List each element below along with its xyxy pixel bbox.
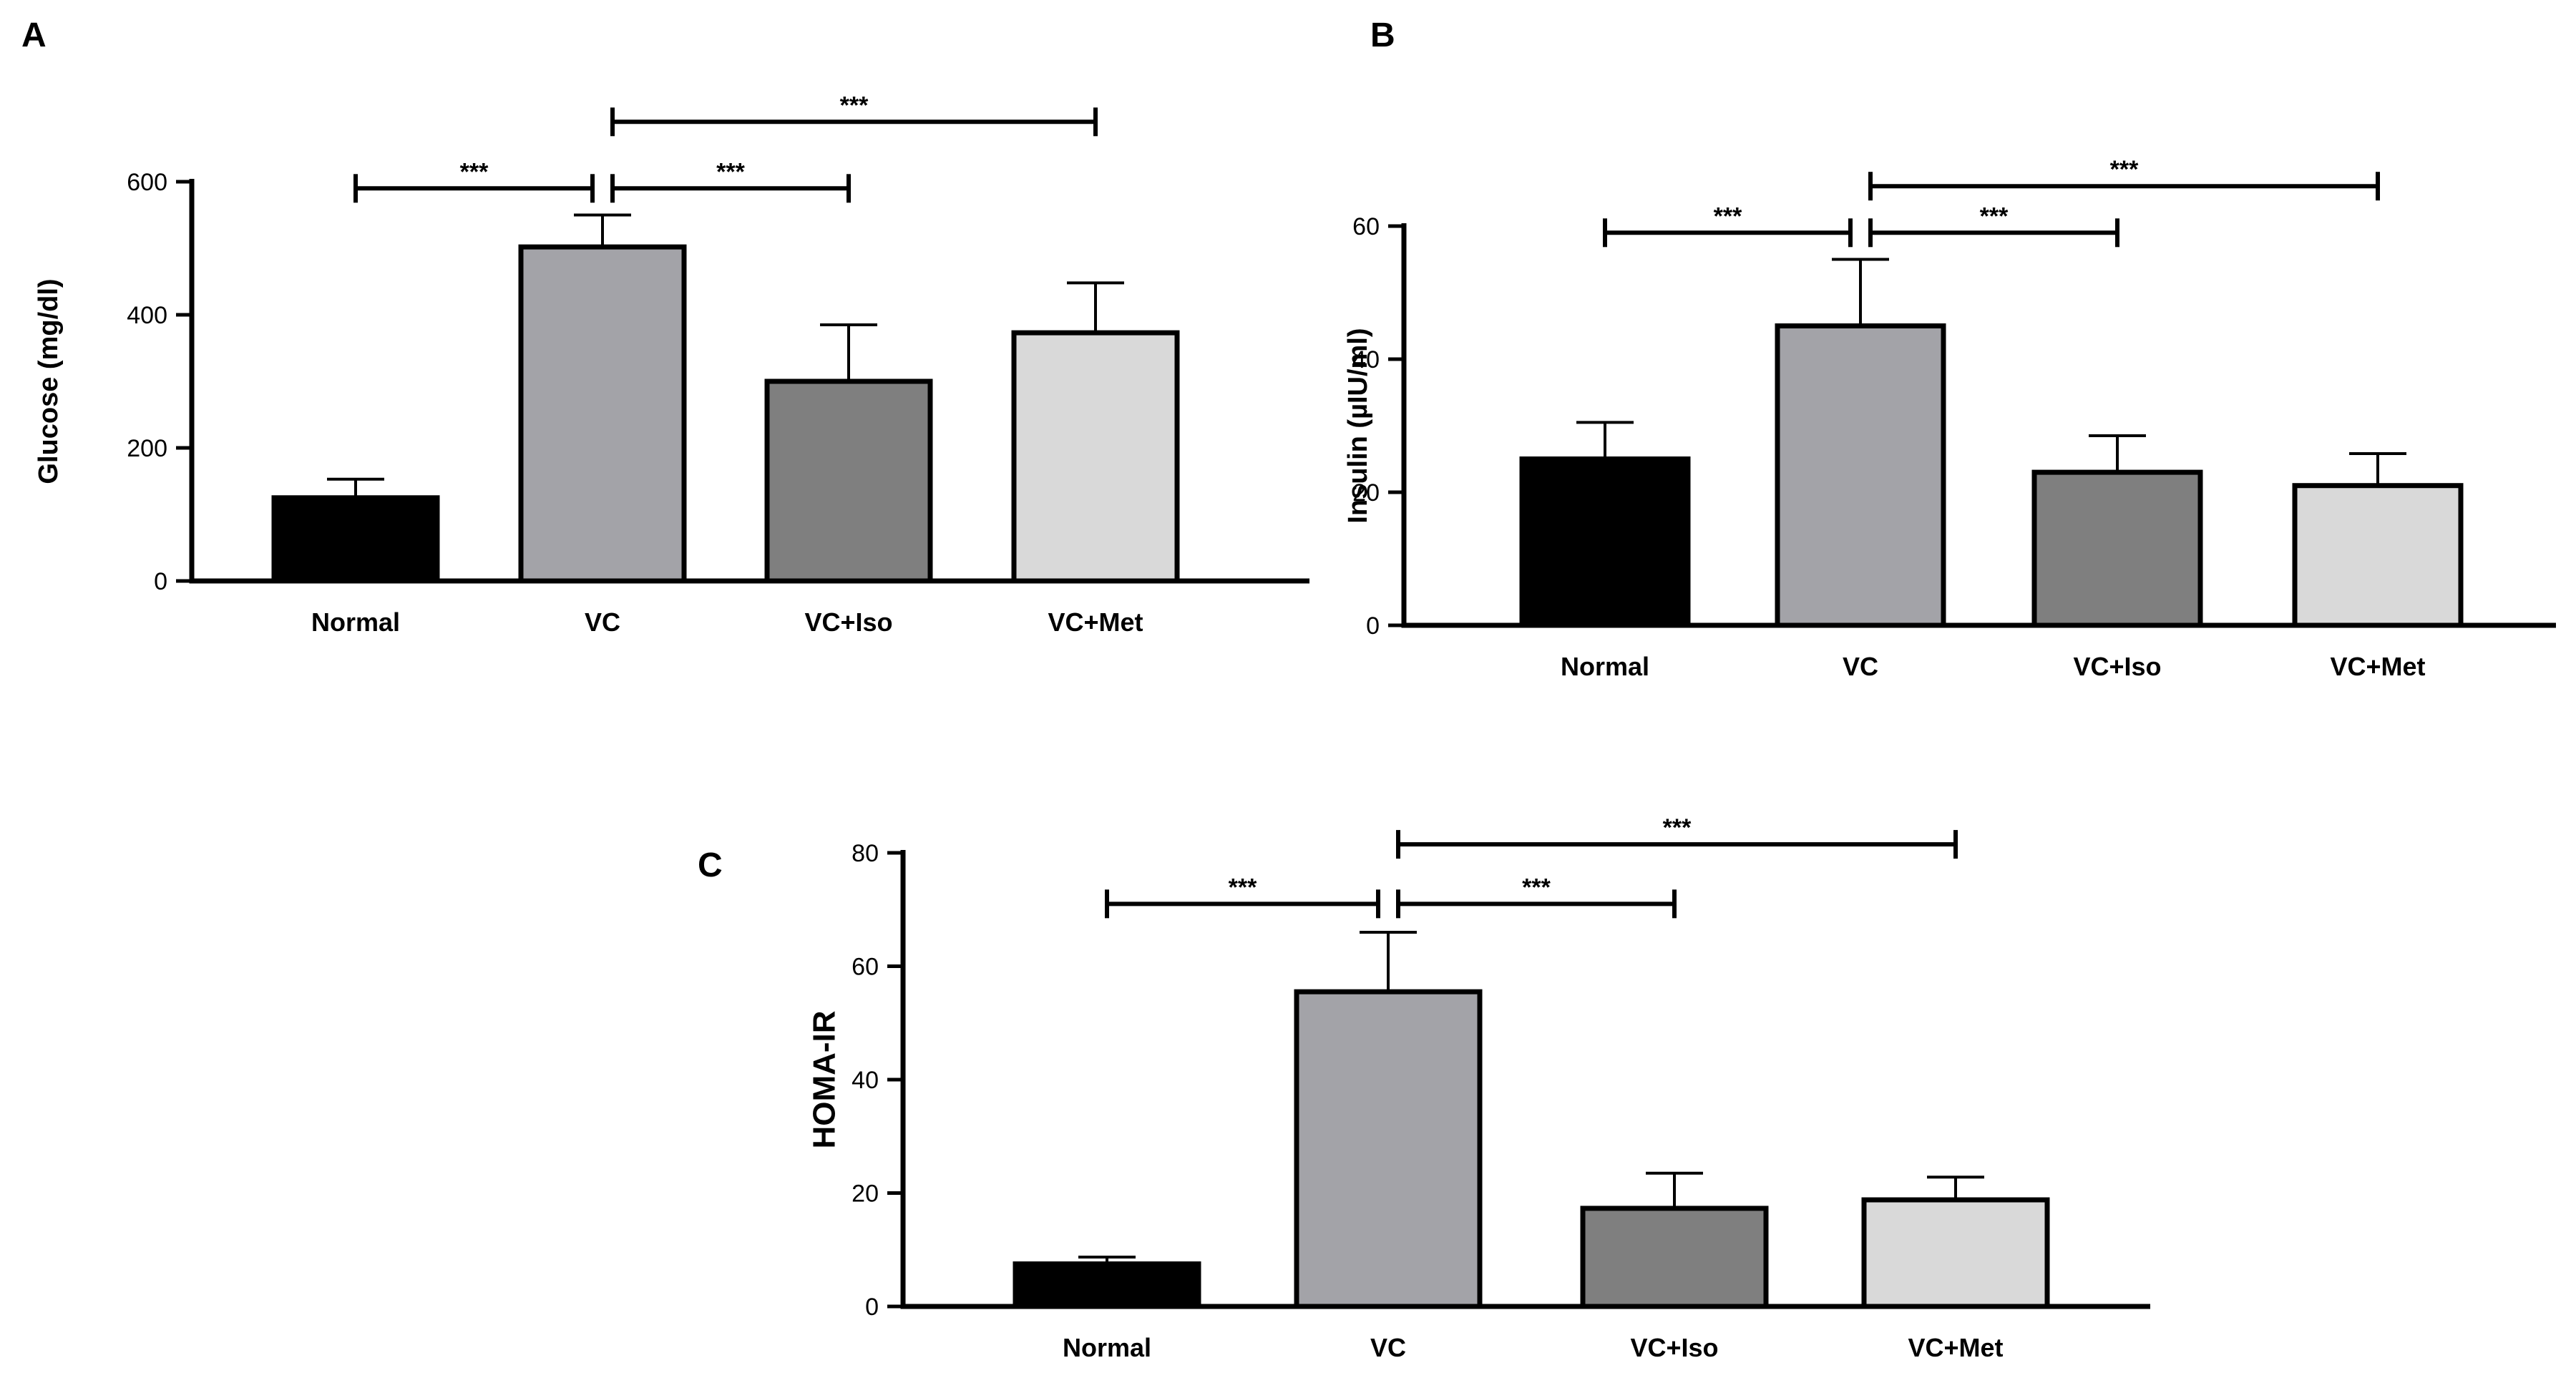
y-tick-label: 80 xyxy=(852,840,879,867)
panel-letter: C xyxy=(698,846,723,884)
panel-letter: A xyxy=(21,16,47,54)
y-tick-label: 600 xyxy=(127,169,167,196)
significance-bracket: *** xyxy=(1868,156,2380,201)
bar-normal xyxy=(1519,456,1691,628)
y-tick-label: 200 xyxy=(127,435,167,462)
x-tick-label: VC+Met xyxy=(1048,607,1143,637)
chart-panel-b: B 0 20 40 60 Normal VC VC+Iso VC+Met Insulin (µIU… xyxy=(1343,16,2556,681)
significance-bracket: *** xyxy=(1868,202,2119,248)
x-tick-label: VC xyxy=(1370,1333,1406,1362)
significance-bracket: *** xyxy=(1396,814,1958,859)
x-tick-label: Normal xyxy=(1063,1333,1151,1362)
y-tick-label: 60 xyxy=(852,954,879,981)
significance-label: *** xyxy=(1663,814,1692,841)
significance-bracket: *** xyxy=(353,158,595,203)
y-tick-label: 60 xyxy=(1352,213,1380,240)
significance-bracket: *** xyxy=(610,92,1098,137)
bar-vc xyxy=(1294,989,1483,1309)
y-tick-label: 0 xyxy=(1366,612,1380,640)
chart-panel-a: A 0 200 400 600 Normal VC VC+Iso VC+Met Glucose (… xyxy=(21,16,1309,637)
bar-vc-met xyxy=(1861,1197,2050,1309)
x-tick-label: VC xyxy=(1843,652,1878,681)
y-tick-label: 0 xyxy=(154,568,167,595)
x-tick-label: Normal xyxy=(1561,652,1649,681)
bar-vc-met xyxy=(2292,483,2464,628)
x-tick-label: VC+Iso xyxy=(2073,652,2161,681)
bar-vc-iso xyxy=(2031,469,2203,628)
significance-label: *** xyxy=(1522,874,1551,901)
y-axis-label: HOMA-IR xyxy=(807,1010,842,1148)
bar-vc xyxy=(1775,323,1946,628)
chart-panel-c: C 0 20 40 60 80 Normal VC VC+Iso VC+Met HOMA-IR ***… xyxy=(698,814,2150,1362)
significance-label: *** xyxy=(1229,874,1257,901)
bar-vc xyxy=(518,244,687,584)
significance-bracket: *** xyxy=(1396,874,1677,919)
x-tick-label: VC+Iso xyxy=(1630,1333,1718,1362)
significance-label: *** xyxy=(460,158,489,185)
y-tick-label: 40 xyxy=(1352,346,1380,373)
bar-normal xyxy=(1013,1261,1201,1309)
x-tick-label: VC+Met xyxy=(1908,1333,2003,1362)
significance-label: *** xyxy=(2110,156,2139,183)
x-tick-label: VC+Iso xyxy=(804,607,892,637)
significance-label: *** xyxy=(1980,202,2009,230)
significance-label: *** xyxy=(1714,202,1742,230)
bar-vc-met xyxy=(1011,330,1180,584)
x-tick-label: VC+Met xyxy=(2330,652,2425,681)
bar-normal xyxy=(271,495,440,584)
x-tick-label: VC xyxy=(585,607,620,637)
significance-label: *** xyxy=(716,158,745,185)
significance-bracket: *** xyxy=(610,158,851,203)
panel-letter: B xyxy=(1370,16,1395,54)
y-axis-label: Insulin (µIU/ml) xyxy=(1343,328,1373,523)
y-tick-label: 20 xyxy=(852,1181,879,1208)
y-tick-label: 20 xyxy=(1352,479,1380,507)
y-axis-label: Glucose (mg/dl) xyxy=(34,278,64,484)
y-tick-label: 400 xyxy=(127,302,167,329)
significance-bracket: *** xyxy=(1603,202,1853,248)
significance-label: *** xyxy=(840,92,869,119)
y-tick-label: 0 xyxy=(865,1294,879,1321)
bar-vc-iso xyxy=(764,378,933,584)
significance-bracket: *** xyxy=(1105,874,1380,919)
y-tick-label: 40 xyxy=(852,1067,879,1094)
x-tick-label: Normal xyxy=(311,607,400,637)
bar-vc-iso xyxy=(1580,1206,1769,1309)
